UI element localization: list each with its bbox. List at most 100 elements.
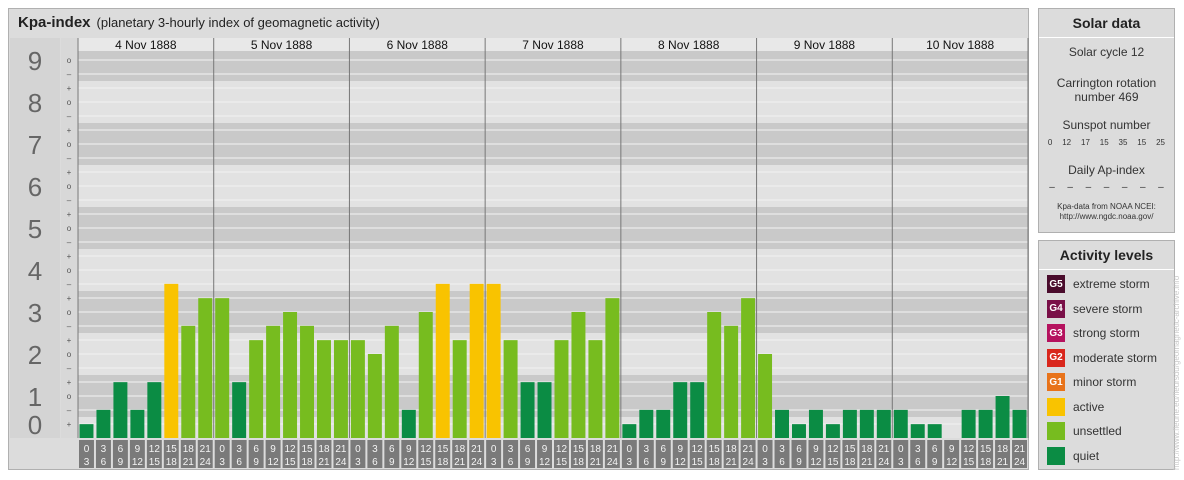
time-interval-box bbox=[112, 440, 128, 468]
time-interval-box bbox=[333, 440, 349, 468]
interval-start-label: 12 bbox=[827, 444, 839, 455]
interval-start-label: 3 bbox=[508, 444, 514, 455]
minor-tick-label: + bbox=[67, 294, 72, 303]
kp-bar bbox=[1012, 409, 1027, 438]
ap-index-value: – bbox=[1158, 182, 1164, 193]
kp-bar bbox=[961, 409, 976, 438]
legend-label: moderate storm bbox=[1073, 350, 1158, 365]
interval-end-label: 24 bbox=[878, 457, 890, 468]
time-interval-box bbox=[791, 440, 807, 468]
interval-start-label: 21 bbox=[607, 444, 619, 455]
time-interval-box bbox=[299, 440, 315, 468]
time-interval-box bbox=[961, 440, 977, 468]
kp-bar bbox=[130, 409, 145, 438]
interval-start-label: 0 bbox=[627, 444, 633, 455]
minor-tick-label: + bbox=[67, 84, 72, 93]
kp-bar bbox=[469, 283, 484, 438]
ap-index-value: – bbox=[1049, 182, 1055, 193]
interval-start-label: 6 bbox=[118, 444, 124, 455]
interval-end-label: 21 bbox=[997, 457, 1009, 468]
interval-end-label: 18 bbox=[980, 457, 992, 468]
sunspot-value: 12 bbox=[1062, 138, 1072, 147]
minor-tick-label: – bbox=[67, 364, 72, 373]
time-interval-box bbox=[587, 440, 603, 468]
time-interval-box bbox=[655, 440, 671, 468]
sunspot-value: 35 bbox=[1118, 138, 1128, 147]
interval-end-label: 18 bbox=[437, 457, 449, 468]
interval-start-label: 21 bbox=[335, 444, 347, 455]
interval-end-label: 21 bbox=[454, 457, 466, 468]
kp-bar bbox=[435, 283, 450, 438]
chart-title: Kpa-index (planetary 3-hourly index of ge… bbox=[18, 14, 380, 31]
plot-band bbox=[78, 417, 1028, 438]
time-interval-box bbox=[367, 440, 383, 468]
sunspot-values: 0 12 17 15 35 15 25 bbox=[1039, 138, 1174, 147]
interval-end-label: 24 bbox=[743, 457, 755, 468]
kp-bar bbox=[215, 298, 230, 438]
kp-bar bbox=[333, 340, 348, 438]
interval-start-label: 3 bbox=[101, 444, 107, 455]
interval-end-label: 15 bbox=[556, 457, 568, 468]
interval-start-label: 0 bbox=[491, 444, 497, 455]
y-tick-label: 8 bbox=[28, 88, 42, 118]
minor-tick-label: – bbox=[67, 196, 72, 205]
kp-bar bbox=[995, 396, 1010, 438]
time-interval-box bbox=[757, 440, 773, 468]
legend-swatch bbox=[1047, 397, 1065, 416]
interval-start-label: 18 bbox=[997, 444, 1009, 455]
day-label: 10 Nov 1888 bbox=[926, 38, 994, 52]
kp-bar bbox=[758, 354, 773, 438]
interval-end-label: 6 bbox=[779, 457, 785, 468]
ap-index-value: – bbox=[1103, 182, 1110, 193]
interval-start-label: 21 bbox=[743, 444, 755, 455]
ap-index-value: – bbox=[1085, 182, 1092, 193]
interval-start-label: 12 bbox=[420, 444, 432, 455]
interval-end-label: 12 bbox=[675, 457, 687, 468]
interval-end-label: 12 bbox=[268, 457, 280, 468]
interval-start-label: 12 bbox=[284, 444, 296, 455]
activity-levels-title: Activity levels bbox=[1039, 241, 1174, 270]
kp-bar bbox=[198, 298, 213, 438]
y-tick-label: 4 bbox=[28, 256, 42, 286]
kp-bar bbox=[537, 382, 552, 438]
kp-bar bbox=[775, 409, 789, 438]
kp-bar bbox=[927, 424, 942, 438]
interval-end-label: 3 bbox=[762, 457, 768, 468]
ap-index-values: – – – – – – – bbox=[1039, 182, 1174, 193]
legend-item-extreme-storm: G5 extreme storm bbox=[1047, 275, 1150, 293]
interval-end-label: 12 bbox=[946, 457, 958, 468]
legend-item-quiet: quiet bbox=[1047, 446, 1099, 465]
interval-end-label: 18 bbox=[573, 457, 585, 468]
day-label: 6 Nov 1888 bbox=[387, 38, 449, 52]
interval-end-label: 15 bbox=[963, 457, 975, 468]
time-interval-box bbox=[570, 440, 586, 468]
kp-bar bbox=[639, 409, 654, 438]
interval-end-label: 6 bbox=[236, 457, 242, 468]
interval-start-label: 9 bbox=[813, 444, 819, 455]
day-label: 8 Nov 1888 bbox=[658, 38, 720, 52]
time-interval-box bbox=[95, 440, 111, 468]
interval-end-label: 24 bbox=[335, 457, 347, 468]
interval-start-label: 12 bbox=[556, 444, 568, 455]
time-interval-box bbox=[435, 440, 451, 468]
kp-bar bbox=[452, 340, 467, 438]
minor-tick-label: o bbox=[67, 56, 72, 65]
kp-bar bbox=[588, 340, 603, 438]
interval-start-label: 6 bbox=[932, 444, 938, 455]
solar-cycle: Solar cycle 12 bbox=[1068, 45, 1145, 59]
data-source-link[interactable]: http://www.ngdc.noaa.gov/ bbox=[1059, 212, 1154, 221]
time-interval-box bbox=[825, 440, 841, 468]
interval-start-label: 15 bbox=[844, 444, 856, 455]
interval-end-label: 9 bbox=[253, 457, 259, 468]
interval-end-label: 15 bbox=[827, 457, 839, 468]
kp-bar bbox=[486, 283, 501, 438]
kp-bar bbox=[724, 325, 739, 438]
minor-tick-label: + bbox=[67, 252, 72, 261]
interval-start-label: 0 bbox=[898, 444, 904, 455]
interval-end-label: 6 bbox=[915, 457, 921, 468]
time-interval-box bbox=[638, 440, 654, 468]
interval-end-label: 18 bbox=[709, 457, 721, 468]
legend-swatch bbox=[1047, 446, 1065, 465]
interval-end-label: 15 bbox=[692, 457, 704, 468]
time-interval-box bbox=[740, 440, 756, 468]
